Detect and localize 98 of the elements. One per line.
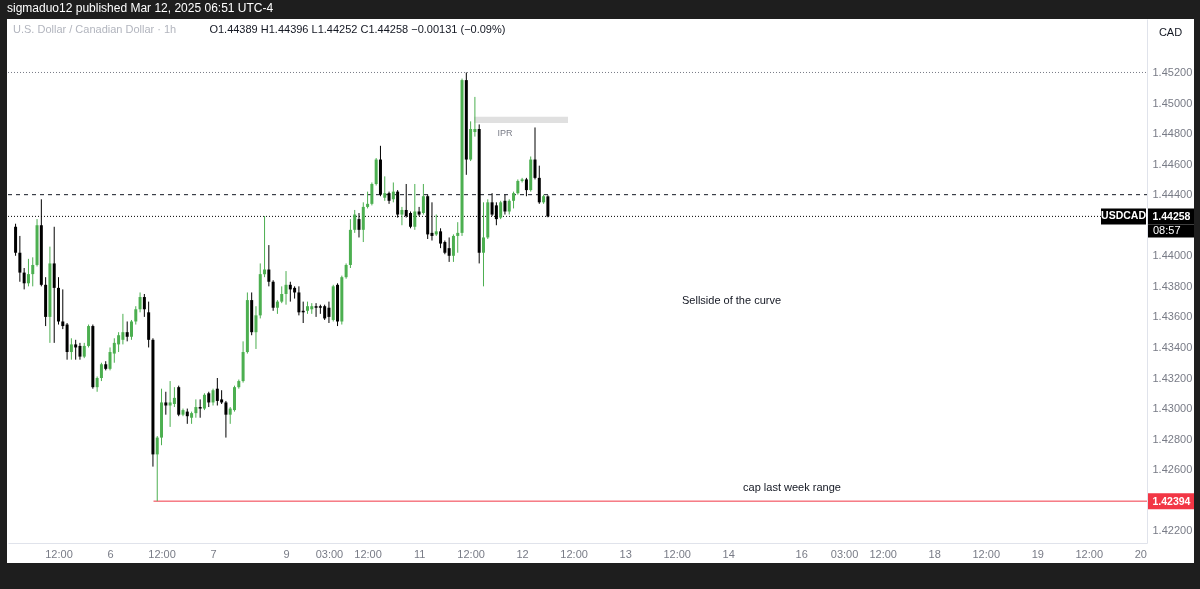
candlestick xyxy=(172,386,176,408)
candlestick xyxy=(117,331,121,353)
y-tick-label: 1.43200 xyxy=(1152,371,1193,384)
x-tick-label: 12 xyxy=(516,547,529,560)
y-tick-label: 1.45000 xyxy=(1152,96,1193,109)
x-tick-label: 6 xyxy=(107,547,114,560)
y-tick-label: 1.43400 xyxy=(1152,340,1193,353)
x-tick-label: 11 xyxy=(413,547,426,560)
candlestick xyxy=(481,201,485,287)
candlestick xyxy=(31,256,35,287)
x-tick-label: 03:00 xyxy=(830,547,859,560)
candlestick xyxy=(95,375,99,393)
annotation: Sellside of the curve xyxy=(682,294,782,306)
candlestick xyxy=(125,320,129,342)
candlestick xyxy=(503,194,507,216)
ref-line-label: USDCAD xyxy=(1101,209,1147,222)
candlestick xyxy=(134,305,138,326)
candlestick xyxy=(524,177,528,197)
x-tick-label: 12:00 xyxy=(457,547,485,560)
candlestick xyxy=(215,377,219,407)
candlestick xyxy=(499,200,503,220)
x-tick-label: 12:00 xyxy=(663,547,691,560)
candlestick xyxy=(447,236,451,263)
candlestick xyxy=(194,398,198,419)
x-tick-label: 12:00 xyxy=(869,547,897,560)
candlestick xyxy=(361,201,365,243)
x-tick-label: 12:00 xyxy=(972,547,1001,560)
candlestick xyxy=(456,221,460,254)
y-tick-label: 1.43800 xyxy=(1152,279,1193,292)
y-tick-label: 1.44400 xyxy=(1152,188,1193,201)
x-tick-label: 20 xyxy=(1134,547,1147,560)
x-tick-label: 12:00 xyxy=(354,547,382,560)
candlestick xyxy=(99,362,103,382)
candlestick xyxy=(142,293,146,318)
y-tick-label: 1.44800 xyxy=(1152,127,1193,140)
candlestick xyxy=(254,305,258,350)
y-tick-label: 1.44000 xyxy=(1152,249,1193,262)
ref-line-label: cap last week range xyxy=(743,481,841,494)
candlestick xyxy=(69,337,73,361)
candlestick xyxy=(168,380,172,428)
y-tick-label: 1.44600 xyxy=(1152,157,1193,170)
y-tick-label: 1.42394 xyxy=(1152,494,1191,507)
annotation: IPR xyxy=(497,127,513,138)
candlestick xyxy=(327,301,331,324)
candlestick xyxy=(18,235,22,283)
x-tick-label: 16 xyxy=(795,547,808,560)
candlestick xyxy=(87,324,91,348)
candlestick xyxy=(61,288,65,330)
candlestick xyxy=(267,244,271,287)
text: 08:57 xyxy=(1153,223,1181,236)
candlestick xyxy=(108,346,112,371)
candlestick xyxy=(74,339,78,361)
candlestick xyxy=(434,214,438,237)
annotation: O1.44389 H1.44396 L1.44252 C1.44258 −0.00131 (−0.09%) xyxy=(209,23,506,35)
y-tick-label: 1.43600 xyxy=(1152,310,1193,323)
candlestick xyxy=(138,291,142,313)
candlestick xyxy=(400,206,404,226)
y-tick-label: 1.45200 xyxy=(1152,65,1193,78)
candlestick xyxy=(451,233,455,263)
x-tick-label: 13 xyxy=(619,547,632,560)
candlestick xyxy=(533,126,537,180)
candlestick xyxy=(198,398,202,419)
x-tick-label: 12:00 xyxy=(560,547,588,560)
chart-subtitle: U.S. Dollar / Canadian Dollar · 1h xyxy=(13,23,177,35)
y-tick-label: 1.42800 xyxy=(1152,432,1193,445)
candlestick xyxy=(233,385,237,413)
y-tick-label: 1.44258 xyxy=(1152,209,1191,222)
candlestick xyxy=(224,400,228,439)
candlestick xyxy=(164,391,168,416)
x-tick-label: 03:00 xyxy=(315,547,344,560)
x-tick-label: 12:00 xyxy=(45,547,73,560)
chart-title: sigmaduo12 published Mar 12, 2025 06:51 UTC-4 xyxy=(7,1,274,15)
x-tick-label: 9 xyxy=(283,547,290,560)
y-axis-title: CAD xyxy=(1158,25,1183,38)
y-tick-label: 1.43000 xyxy=(1152,402,1193,415)
candlestick xyxy=(439,227,443,249)
x-tick-label: 18 xyxy=(928,547,941,560)
candlestick xyxy=(26,258,30,287)
candlestick xyxy=(155,435,159,502)
x-tick-label: 19 xyxy=(1031,547,1044,560)
candlestick xyxy=(129,319,133,341)
candlestick xyxy=(314,302,318,318)
x-tick-label: 7 xyxy=(210,547,217,560)
candlestick xyxy=(353,209,357,234)
x-tick-label: 14 xyxy=(722,547,735,560)
x-tick-label: 12:00 xyxy=(1075,547,1104,560)
y-tick-label: 1.42600 xyxy=(1152,463,1193,476)
candlestick xyxy=(22,267,26,290)
candlestick xyxy=(297,285,301,316)
x-tick-label: 12:00 xyxy=(148,547,176,560)
candlestick xyxy=(284,270,288,306)
candlestick xyxy=(413,183,417,231)
candlestick xyxy=(391,181,395,203)
y-tick-label: 1.42200 xyxy=(1152,524,1193,537)
candlestick xyxy=(383,175,387,202)
candlestick xyxy=(421,183,425,216)
candlestick xyxy=(121,313,125,345)
candlestick xyxy=(370,181,374,206)
